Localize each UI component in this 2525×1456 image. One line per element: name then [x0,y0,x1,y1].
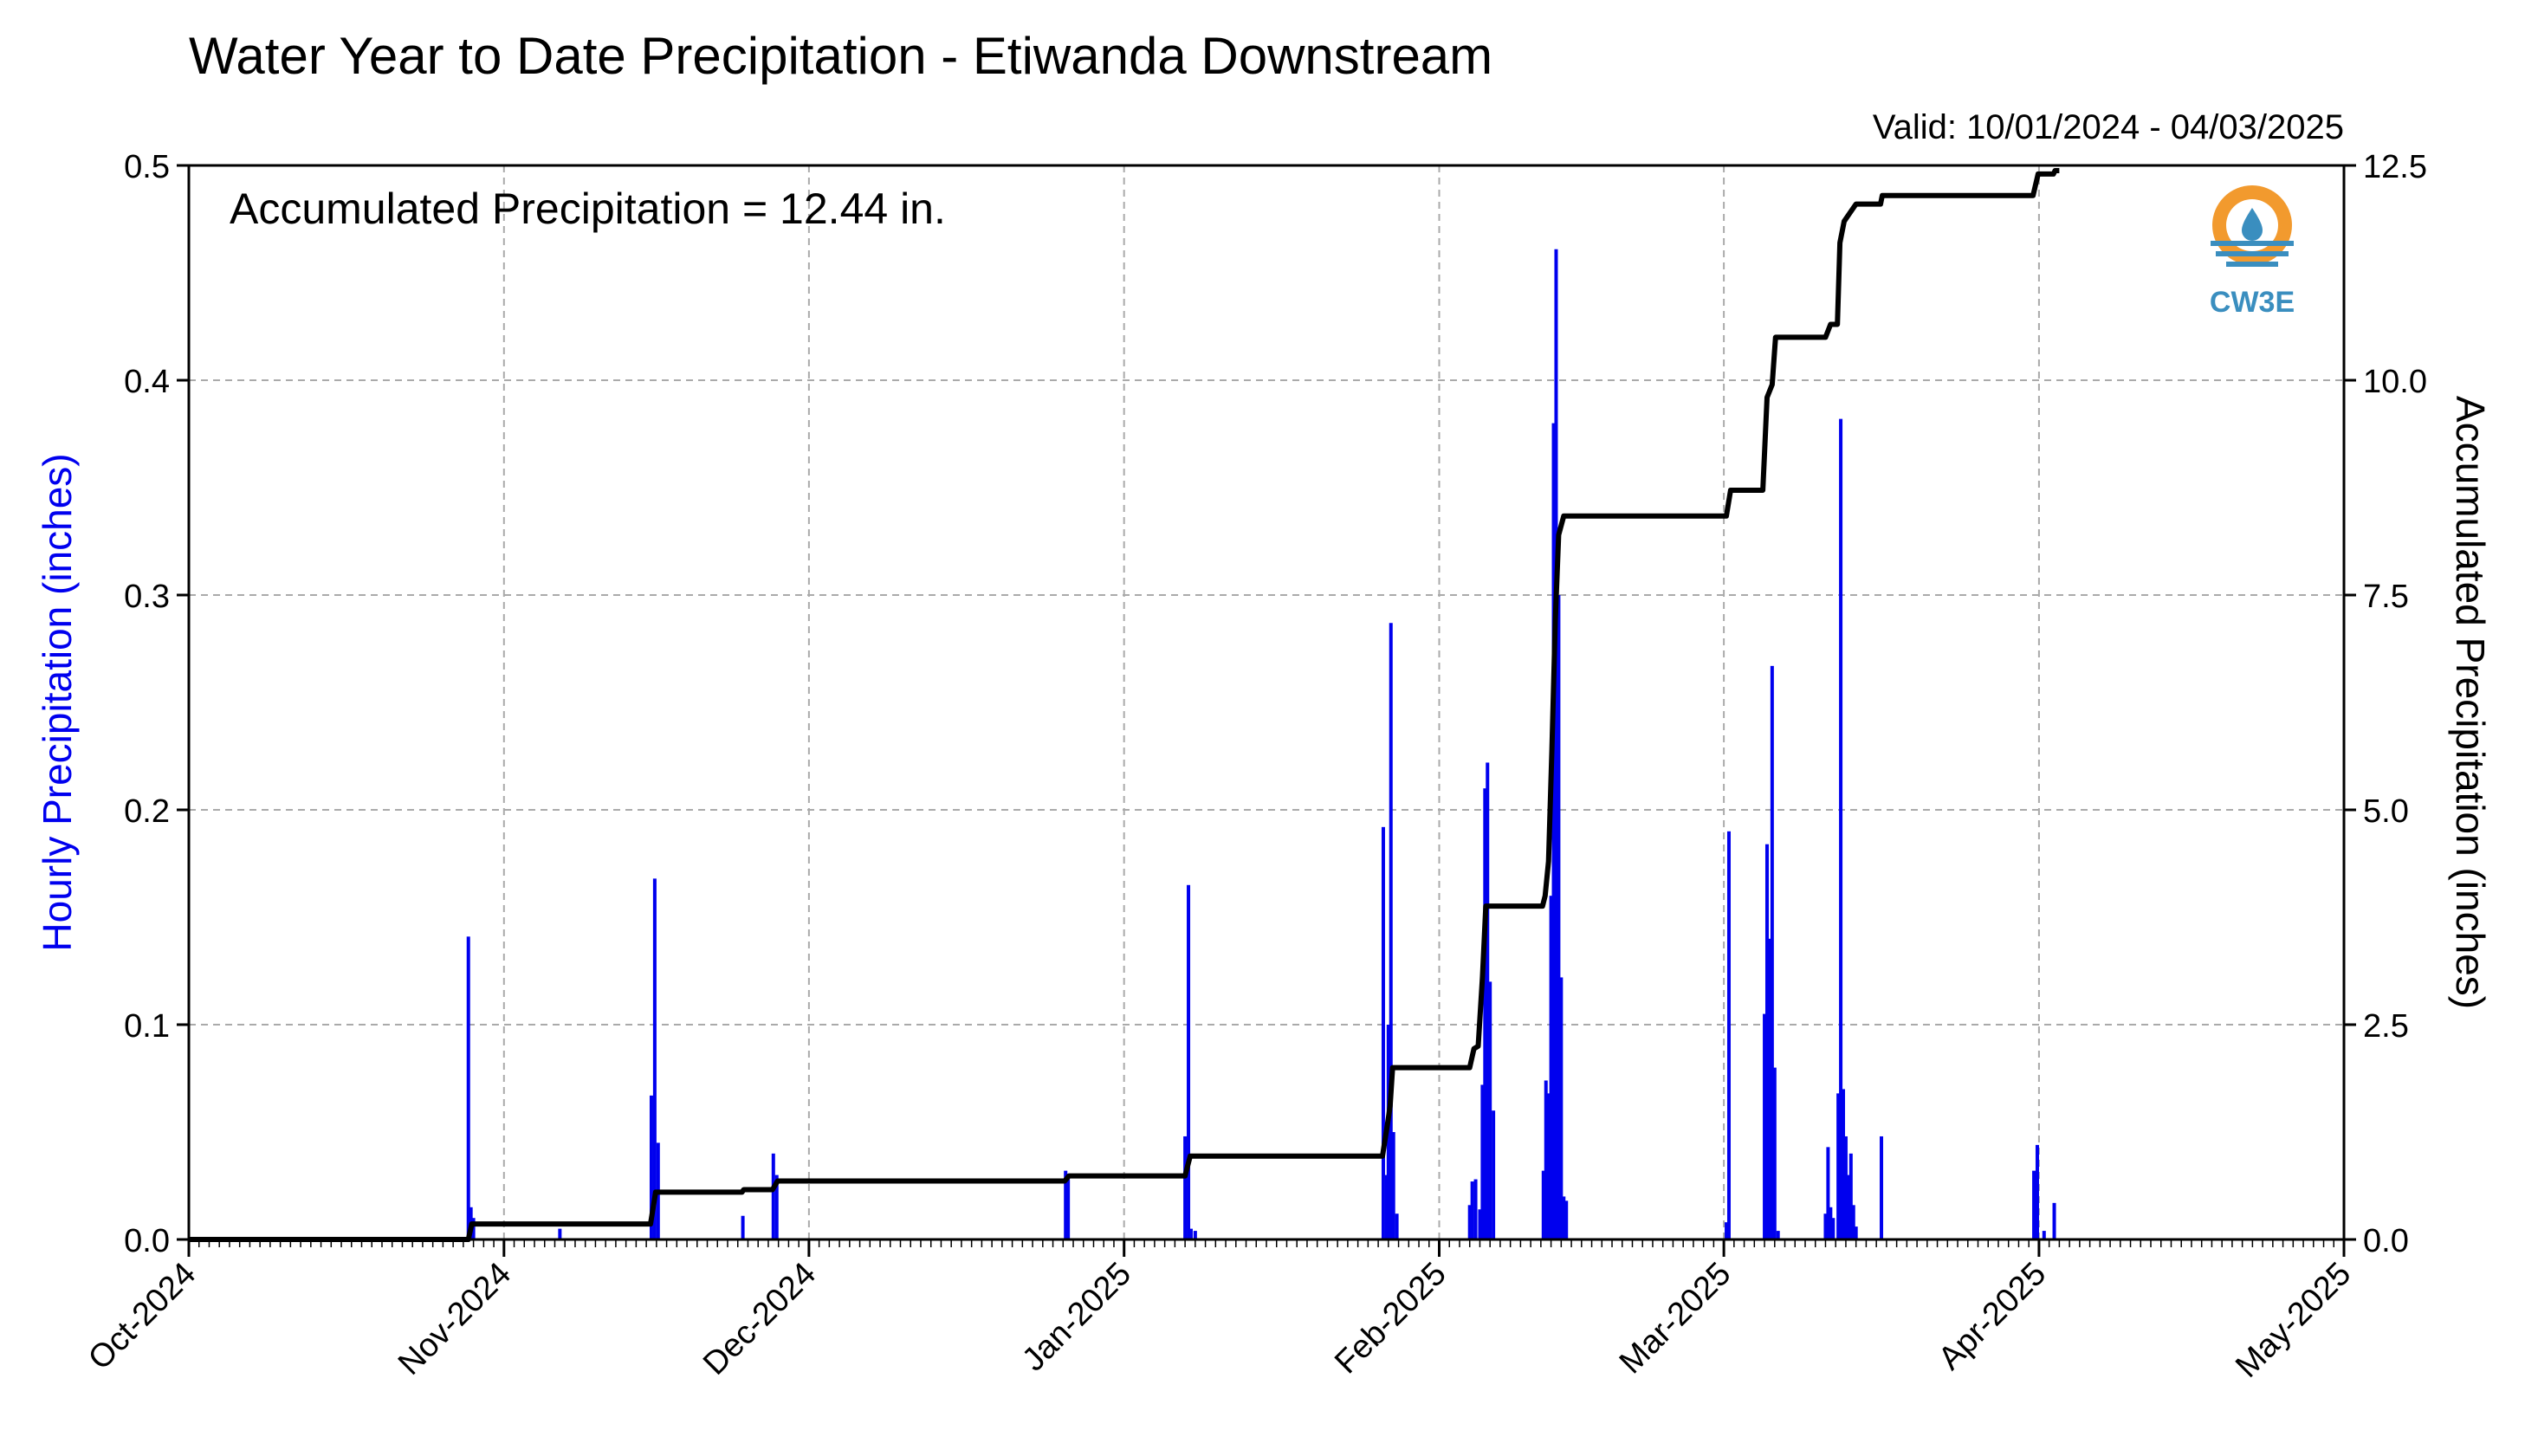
hourly-bar [1726,831,1731,1239]
hourly-bar [1193,1231,1197,1239]
hourly-bar [1846,1175,1850,1239]
hourly-bar [1549,896,1553,1239]
hourly-bar [1725,1222,1729,1239]
gridlines [189,165,2344,1239]
hourly-bar [771,1153,775,1239]
hourly-bar [1188,1228,1193,1239]
hourly-bar [1763,1013,1767,1239]
left-tick-label: 0.2 [124,793,170,830]
x-tick-label: Oct-2024 [81,1256,203,1377]
hourly-precip-bars [466,249,2056,1240]
hourly-bar [1826,1147,1830,1239]
hourly-bar [466,936,470,1239]
hourly-bar [1483,788,1487,1239]
hourly-bar [1467,1205,1472,1239]
hourly-bar [1478,1209,1482,1239]
hourly-bar [1551,423,1556,1240]
hourly-bar [1544,1080,1548,1239]
hourly-bar [558,1228,562,1239]
valid-range: Valid: 10/01/2024 - 04/03/2025 [1873,108,2344,146]
hourly-bar [1557,595,1561,1239]
left-tick-label: 0.4 [124,364,170,400]
hourly-bar [1559,977,1564,1239]
hourly-bar [774,1175,779,1239]
x-tick-label: Mar-2025 [1613,1256,1738,1382]
hourly-bar [2035,1144,2039,1239]
accumulated-total-annotation: Accumulated Precipitation = 12.44 in. [230,184,946,233]
logo-drop-icon [2242,208,2263,241]
hourly-bar [1764,844,1769,1239]
hourly-bar [1066,1179,1071,1239]
hourly-bar [1564,1200,1569,1239]
hourly-bar [1854,1226,1858,1239]
x-axis-ticks: Oct-2024 Nov-2024 Dec-2024 Jan-2025 Feb-2025… [81,1239,2358,1385]
right-tick-label: 0.0 [2363,1223,2409,1259]
hourly-bar [1772,1067,1777,1239]
hourly-bar [1183,1136,1188,1239]
hourly-bar [1391,1132,1395,1239]
hourly-bar [1851,1205,1855,1239]
hourly-bar [1776,1231,1780,1239]
hourly-bar [1389,623,1393,1239]
hourly-bar [2052,1202,2056,1239]
hourly-bar [1843,1136,1848,1239]
hourly-bar [1842,1089,1846,1239]
right-tick-label: 10.0 [2363,364,2427,400]
left-axis-title: Hourly Precipitation (inches) [35,453,80,951]
hourly-bar [1492,1110,1496,1239]
accumulated-precip-line [189,168,2060,1242]
hourly-bar [649,1095,653,1239]
x-tick-label: May-2025 [2229,1256,2358,1385]
hourly-bar [1562,1196,1566,1239]
right-axis-title: Accumulated Precipitation (inches) [2448,396,2493,1009]
x-tick-label: Jan-2025 [1015,1256,1138,1379]
accumulated-line [189,168,2060,1242]
right-tick-label: 7.5 [2363,579,2409,615]
hourly-bar [741,1215,745,1239]
right-tick-label: 12.5 [2363,149,2427,185]
right-tick-label: 2.5 [2363,1008,2409,1045]
hourly-bar [1829,1207,1833,1239]
left-tick-label: 0.0 [124,1223,170,1259]
hourly-bar [1381,826,1385,1239]
hourly-bar [1836,1093,1841,1239]
hourly-bar [1554,249,1558,1240]
right-axis-ticks: 0.0 2.5 5.0 7.5 10.0 12.5 [2344,149,2427,1259]
hourly-bar [1480,1084,1485,1239]
hourly-bar [1541,1170,1545,1239]
hourly-bar [1546,1093,1551,1239]
logo-text: CW3E [2210,286,2295,319]
right-tick-label: 5.0 [2363,793,2409,830]
hourly-bar [1486,762,1490,1239]
hourly-bar [1473,1179,1478,1239]
hourly-bar [1831,1218,1835,1239]
hourly-bar [2032,1170,2036,1239]
hourly-bar [1770,665,1774,1239]
left-tick-label: 0.5 [124,149,170,185]
chart-title: Water Year to Date Precipitation - Etiwa… [189,27,1492,85]
hourly-bar [1064,1170,1068,1239]
x-tick-label: Apr-2025 [1932,1256,2053,1377]
hourly-bar [1488,981,1492,1239]
hourly-bar [1848,1153,1853,1239]
hourly-bar [1470,1181,1474,1239]
plot-frame [187,164,2346,1241]
hourly-bar [1767,938,1771,1239]
left-tick-label: 0.3 [124,579,170,615]
hourly-bar [1839,418,1843,1239]
hourly-bar [1187,884,1191,1239]
hourly-bar [1823,1213,1828,1239]
hourly-bar [2042,1231,2046,1239]
hourly-bar [471,1218,476,1239]
x-tick-label: Dec-2024 [696,1256,823,1382]
x-tick-label: Feb-2025 [1328,1256,1453,1382]
hourly-bar [652,878,657,1239]
cw3e-logo: CW3E [2210,185,2295,319]
hourly-bar [1395,1213,1399,1239]
left-axis-ticks: 0.0 0.1 0.2 0.3 0.4 0.5 [124,149,189,1259]
left-tick-label: 0.1 [124,1008,170,1045]
x-tick-label: Nov-2024 [392,1256,518,1382]
hourly-bar [1880,1136,1884,1239]
